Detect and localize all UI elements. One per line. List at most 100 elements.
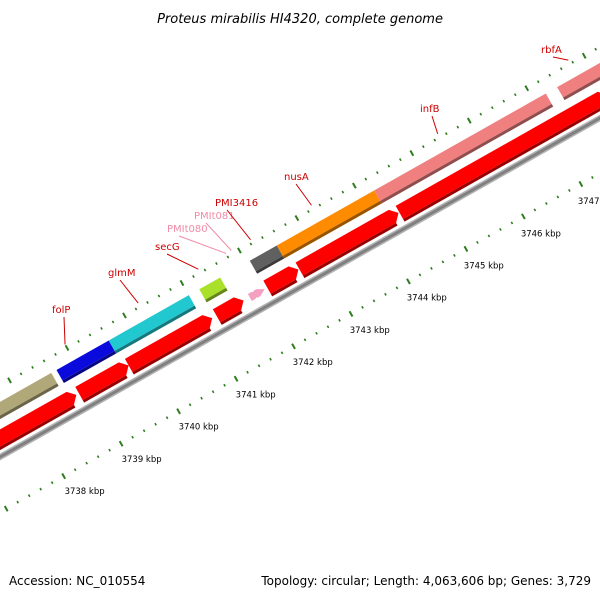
inner-tick — [108, 448, 111, 452]
outer-tick — [42, 359, 46, 363]
gene-label-group: folP glmM secG PMIt080 PMIt081 PMI3416 nusA inf… — [52, 45, 569, 345]
red-feature — [75, 362, 129, 400]
inner-tick — [176, 408, 181, 415]
inner-tick — [223, 383, 226, 387]
outer-tick — [88, 333, 92, 337]
outer-tick — [490, 106, 494, 110]
inner-tick — [348, 310, 354, 317]
outer-tick — [318, 203, 322, 207]
outer-tick — [64, 344, 70, 352]
gene-label-secg: secG — [155, 242, 180, 253]
leader-line-nusa — [295, 183, 312, 206]
inner-tick-row — [3, 176, 594, 512]
gene-feature-glmm — [108, 295, 195, 351]
inner-tick — [326, 325, 330, 329]
outer-tick — [376, 171, 379, 175]
kbp-label: 3747 kbp — [578, 197, 600, 207]
inner-tick — [384, 292, 387, 296]
gene-label-pmi3416: PMI3416 — [215, 198, 258, 209]
red-feature — [212, 297, 244, 323]
inner-tick — [533, 208, 537, 212]
outer-tick — [7, 377, 12, 384]
kbp-label: 3741 kbp — [236, 390, 276, 400]
outer-tick — [111, 320, 115, 324]
backbone — [0, 114, 600, 461]
gene-label-pmit081: PMIt081 — [194, 211, 235, 222]
outer-tick — [237, 247, 242, 254]
inner-tick — [441, 260, 445, 264]
kbp-label: 3743 kbp — [350, 326, 390, 336]
inner-tick — [142, 429, 146, 433]
outer-tick — [307, 210, 310, 214]
kbp-label: 3744 kbp — [407, 294, 447, 304]
inner-tick — [131, 435, 134, 439]
gene-label-nusa: nusA — [284, 172, 309, 183]
inner-tick — [556, 195, 560, 199]
outer-tick — [548, 73, 552, 77]
inner-tick — [73, 468, 77, 472]
kbp-label: 3740 kbp — [179, 423, 219, 433]
gene-feature-secg — [199, 277, 227, 300]
kbp-label: 3746 kbp — [521, 229, 561, 239]
leader-line-pmit080 — [178, 235, 227, 254]
outer-tick — [559, 67, 563, 71]
red-feature-strand — [0, 91, 600, 451]
outer-tick — [456, 125, 460, 129]
outer-tick — [330, 197, 333, 201]
outer-tick — [444, 132, 448, 136]
inner-tick — [257, 364, 261, 368]
leader-line-glmm — [119, 279, 139, 304]
inner-tick — [430, 266, 433, 270]
gene-feature-glmm-shadow — [114, 305, 197, 354]
outer-tick — [399, 158, 402, 162]
gene-feature-pmi3416 — [249, 245, 283, 272]
red-feature-shadow — [403, 107, 600, 222]
outer-tick — [192, 275, 195, 278]
outer-tick — [421, 145, 425, 149]
gene-feature-rbfa-shadow — [563, 76, 600, 101]
leader-line-folp — [63, 316, 66, 345]
gene-feature-secg-shadow — [205, 287, 228, 303]
backbone-shadow — [0, 114, 600, 461]
outer-tick — [387, 164, 391, 168]
outer-tick-row — [7, 47, 598, 384]
unlabeled-feature-shadow — [0, 383, 59, 420]
inner-tick — [521, 213, 526, 220]
outer-tick — [364, 177, 368, 181]
gene-feature-infb-shadow — [380, 103, 554, 204]
inner-tick — [50, 481, 54, 485]
outer-tick — [409, 150, 415, 157]
outer-tick — [203, 268, 207, 272]
outer-tick — [179, 279, 185, 287]
inner-tick — [280, 351, 284, 355]
inner-tick — [372, 299, 376, 303]
outer-tick — [581, 52, 587, 59]
outer-tick — [502, 99, 506, 103]
outer-tick — [466, 117, 472, 124]
outer-tick — [249, 242, 253, 246]
inner-tick — [361, 305, 364, 309]
accession-text: Accession: NC_010554 — [9, 574, 145, 588]
gene-feature-folp — [56, 340, 115, 381]
inner-tick — [510, 221, 514, 225]
inner-tick — [96, 455, 100, 459]
outer-tick — [524, 85, 530, 92]
inner-tick — [338, 318, 341, 322]
map-title: Proteus mirabilis HI4320, complete genom… — [157, 12, 443, 27]
outer-tick — [215, 262, 218, 265]
inner-tick — [418, 273, 422, 277]
red-feature — [295, 209, 399, 276]
outer-tick — [169, 288, 172, 291]
kbp-label: 3742 kbp — [293, 358, 333, 368]
outer-tick — [122, 312, 127, 319]
inner-tick — [568, 188, 571, 192]
red-feature — [395, 91, 600, 219]
gene-feature-rbfa — [557, 62, 600, 98]
outer-feature-strand — [0, 62, 600, 420]
inner-tick — [453, 253, 456, 257]
inner-tick — [39, 487, 42, 491]
gene-label-rbfa: rbfA — [541, 45, 562, 56]
red-feature-shadow — [82, 375, 128, 403]
kbp-label: 3745 kbp — [464, 261, 504, 271]
